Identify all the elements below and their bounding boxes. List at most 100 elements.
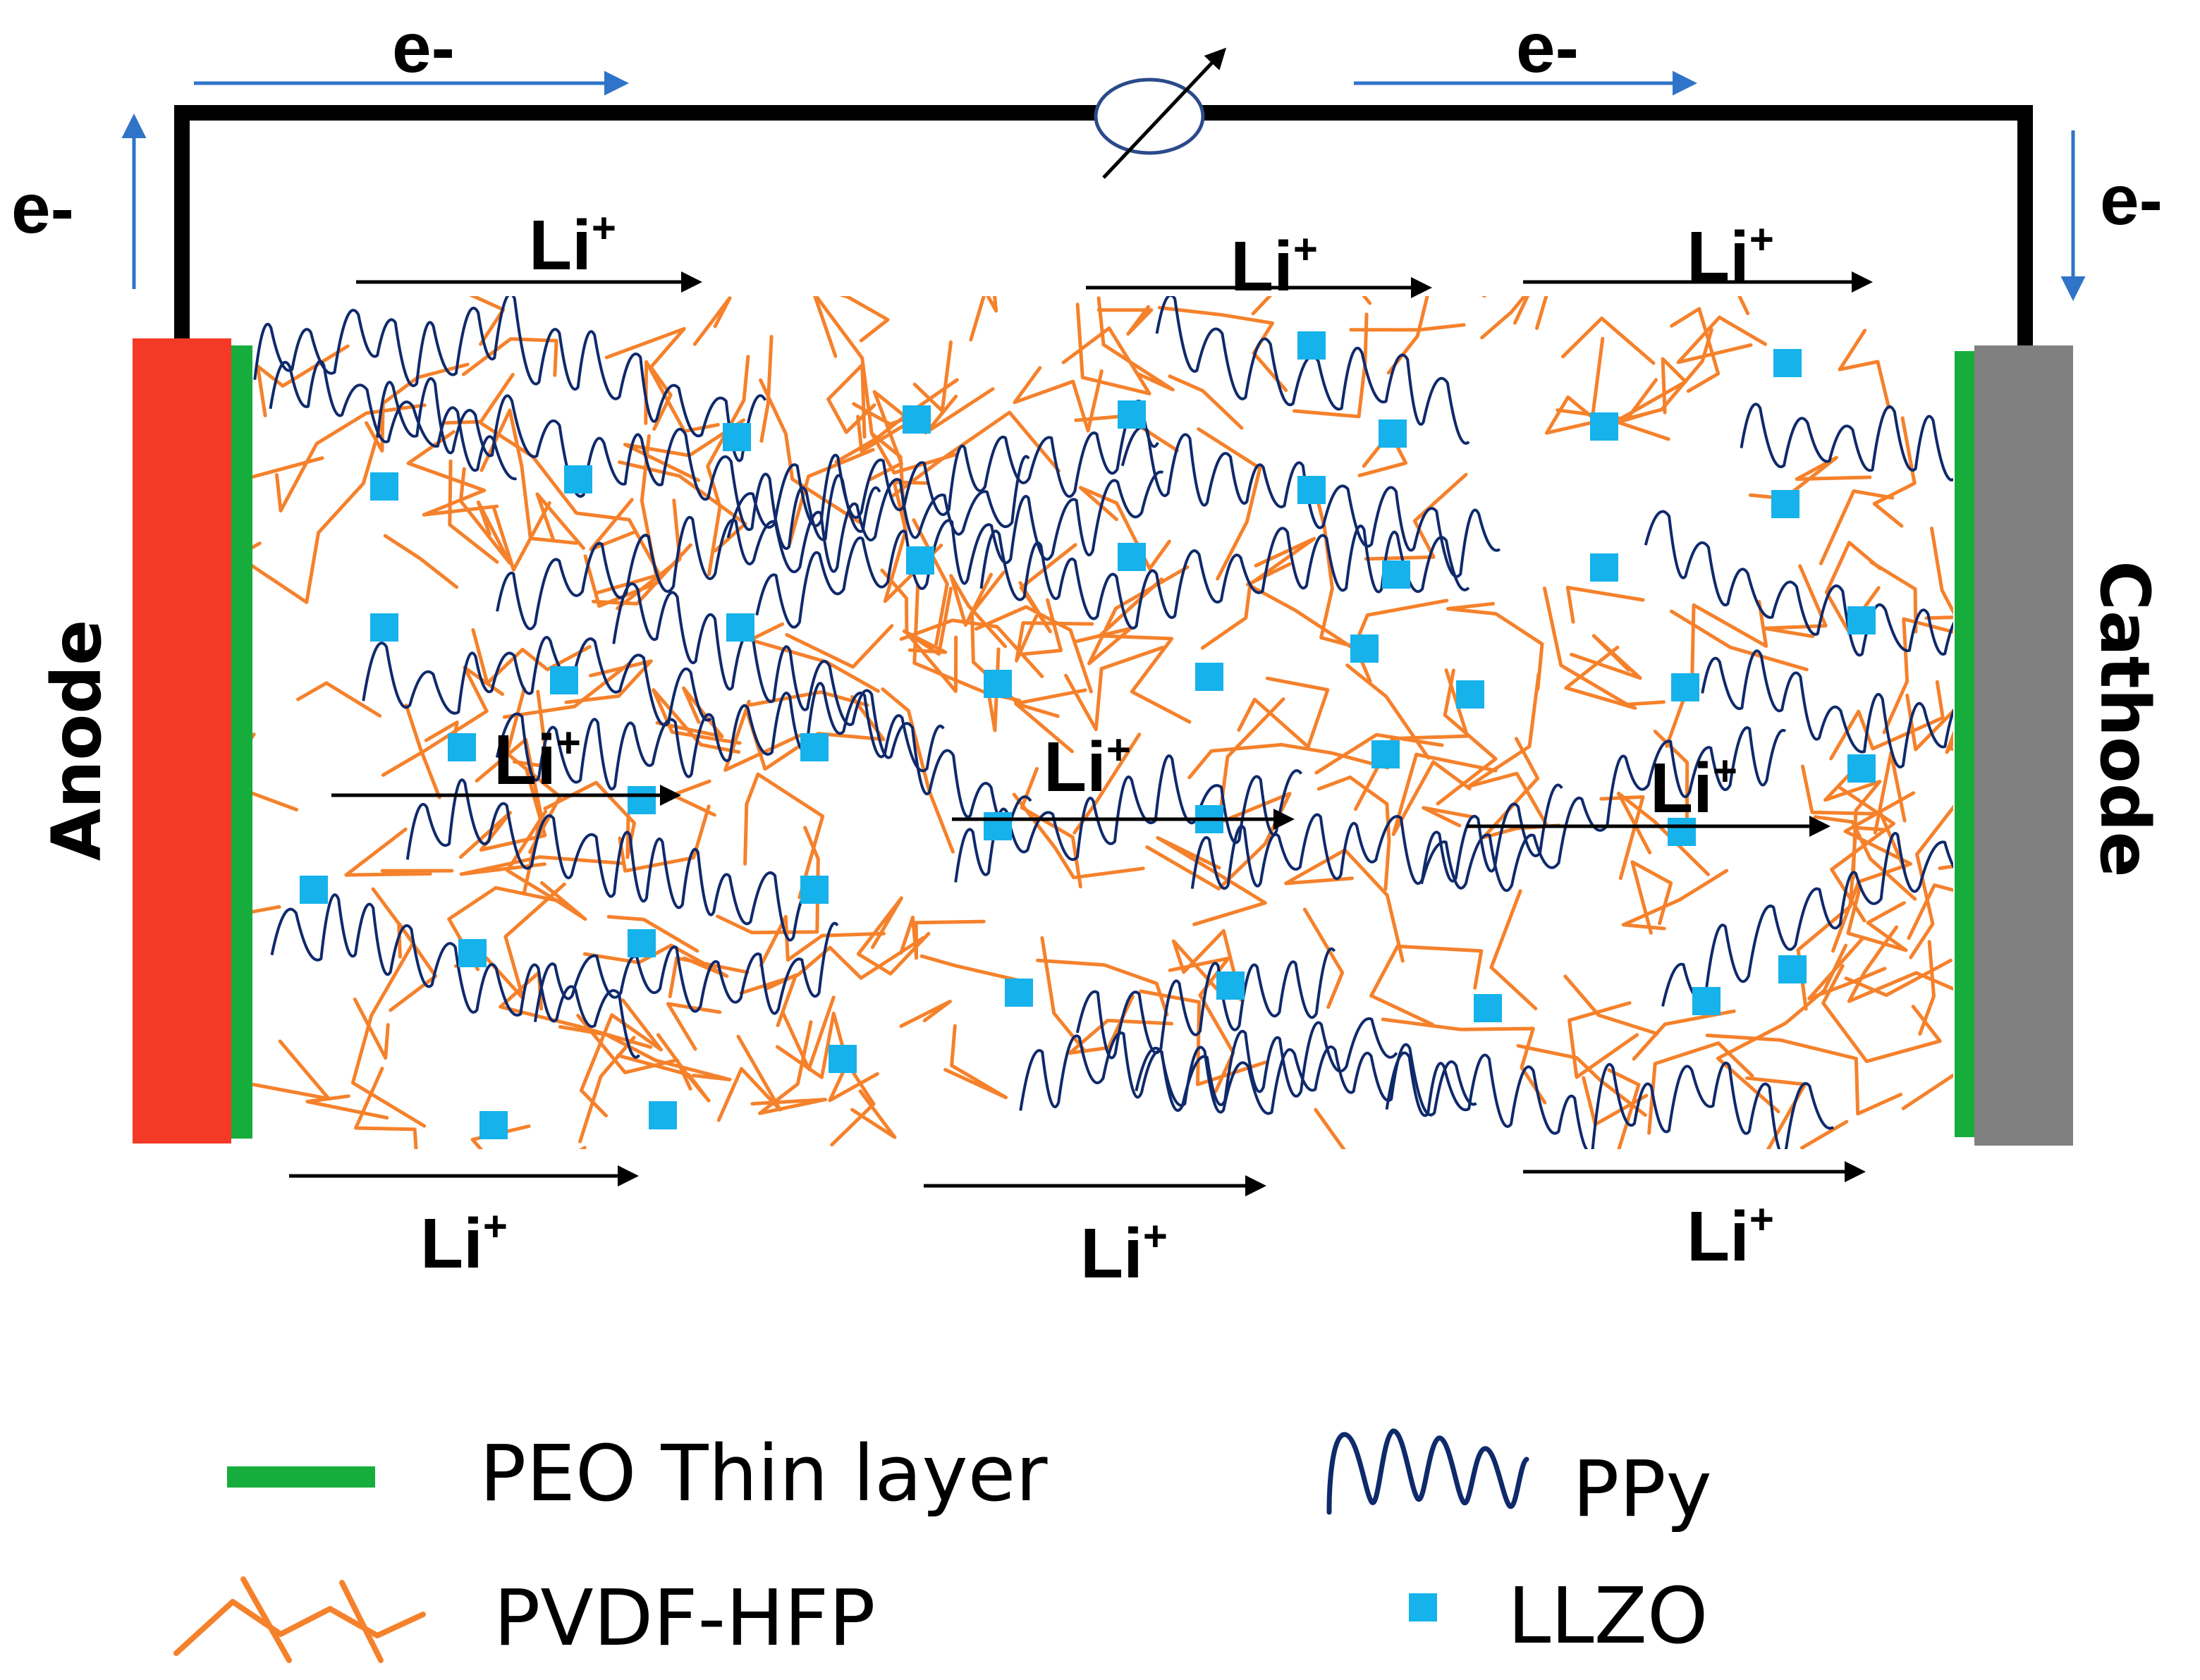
llzo-particle [984,670,1012,698]
pvdf-hfp-strand [1543,587,1666,706]
pvdf-hfp-strand [1013,366,1104,433]
ppy-chain [1075,947,1336,1060]
pvdf-hfp-strand [564,659,653,704]
pvdf-hfp-strand [899,1000,952,1028]
pvdf-hfp-strand [1847,925,1953,1003]
llzo-particle [448,733,476,761]
pvdf-hfp-strand [1823,773,1882,880]
pvdf-hfp-strand [1599,795,1645,881]
llzo-particle [458,939,487,967]
llzo-particle [1847,606,1876,634]
llzo-particle [1456,680,1484,709]
pvdf-hfp-strand [1157,305,1288,392]
pvdf-hfp-strand [759,378,861,525]
ppy-chain [362,636,712,727]
llzo-particle [1590,412,1618,441]
pvdf-hfp-strand [1838,329,1891,410]
ppy-chain [495,682,945,791]
li-label-top-1: Li+ [529,204,616,285]
pvdf-hfp-strand [1369,944,1484,1026]
ppy-chain [1644,510,1953,657]
pvdf-hfp-strand [576,1014,692,1091]
pvdf-hfp-strand [502,661,631,719]
pvdf-hfp-strand [1284,848,1405,963]
li-label-mid-3: Li+ [1650,747,1737,828]
ppy-chain [1661,832,1953,1007]
pvdf-hfp-strand [543,780,636,859]
electron-label-top-right: e- [1516,8,1579,87]
pvdf-hfp-strand [1064,646,1165,732]
pvdf-hfp-strand [1357,431,1408,477]
pvdf-hfp-strand [383,534,459,589]
pvdf-hfp-strand [252,1039,331,1100]
pvdf-hfp-strand [1018,598,1063,656]
ppy-chain [1135,1043,1477,1117]
pvdf-hfp-strand [604,326,686,431]
ppy-chain [253,296,767,462]
llzo-particle [1474,994,1502,1022]
pvdf-hfp-strand [1014,701,1074,754]
pvdf-hfp-strand [582,943,729,979]
pvdf-hfp-strand [1381,1017,1547,1105]
pvdf-hfp-strand [247,905,281,915]
pvdf-hfp-strand [389,921,438,1012]
llzo-particle [800,876,829,904]
pvdf-hfp-strand [1705,1034,1903,1116]
legend: PEO Thin layer PVDF-HFP PPy LLZO [173,1428,1712,1663]
llzo-particle [628,929,656,957]
pvdf-hfp-strand [1246,562,1372,683]
pvdf-hfp-strand [881,687,955,854]
llzo-particle [1118,543,1146,571]
anode-electrode [133,338,231,1143]
ppy-chain [1701,649,1953,768]
pvdf-hfp-strand [1364,472,1468,561]
pvdf-hfp-strand [354,1067,418,1149]
pvdf-hfp-strand [1187,742,1390,780]
ppy-chain [376,377,881,550]
meter-icon [1094,47,1227,179]
llzo-particle [1773,349,1802,377]
pvdf-hfp-strand [943,1024,1008,1100]
pvdf-hfp-strand [1020,766,1082,889]
pvdf-hfp-strand [462,337,558,377]
pvdf-hfp-strand [970,570,1087,705]
llzo-particle [1297,331,1326,360]
llzo-particle [1005,979,1033,1007]
pvdf-hfp-strand [1072,565,1190,666]
pvdf-hfp-strand [891,410,1061,498]
pvdf-hfp-strand [1800,1120,1849,1149]
pvdf-hfp-strand [1807,936,1887,1000]
pvdf-hfp-strand [1821,964,1942,1063]
llzo-particle [1216,971,1245,1000]
pvdf-hfp-strand [1621,869,1729,931]
pvdf-hfp-strand [1015,614,1094,663]
pvdf-hfp-strand [353,998,390,1060]
pvdf-hfp-strand [1237,676,1330,749]
pvdf-hfp-strand [739,936,925,995]
pvdf-hfp-strand [1625,328,1713,421]
llzo-particle [1590,553,1618,582]
pvdf-hfp-strand [1314,1108,1346,1149]
pvdf-hfp-strand [652,688,742,754]
ppy-chain [1385,1051,1835,1149]
li-label-bot-2: Li+ [1080,1213,1168,1293]
pvdf-hfp-strand [618,804,711,873]
pvdf-hfp-strand [579,998,663,1117]
pvdf-hfp-strand [1391,752,1498,836]
pvdf-hfp-strand [1171,928,1243,1002]
ppy-chain [1740,403,1953,482]
pvdf-hfp-strand [448,459,499,564]
legend-peo-label: PEO Thin layer [479,1428,1048,1519]
pvdf-hfp-strand [247,732,299,811]
pvdf-hfp-strand [969,296,998,342]
ppy-chain [1190,783,1563,890]
pvdf-hfp-strand [692,296,732,346]
pvdf-hfp-strand [1563,974,1659,1036]
pvdf-hfp-strand [716,826,820,935]
pvdf-hfp-strand [1918,940,1936,1036]
ppy-chain [533,921,839,1022]
pvdf-hfp-strand [1061,302,1151,396]
pvdf-hfp-strand [583,434,660,608]
pvdf-hfp-strand [826,363,876,439]
cathode-label: Cathode [2085,560,2164,877]
